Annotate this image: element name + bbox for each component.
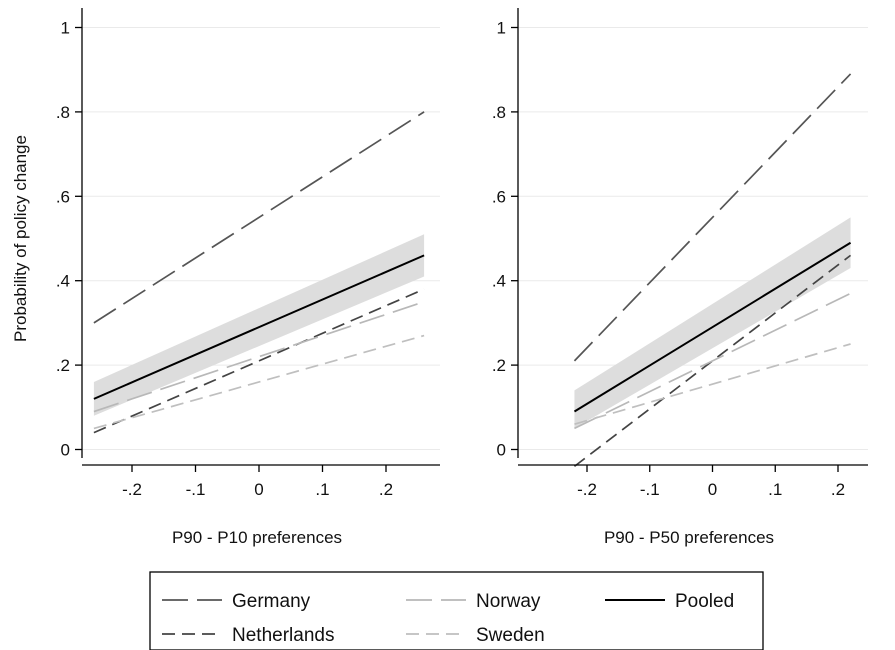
legend-label: Netherlands xyxy=(232,625,334,646)
y-tick-label: .4 xyxy=(492,272,506,291)
left-panel: 0 .2 .4 .6 .8 1 -.2 -.1 0 .1 .2 P90 - P10 preferenc… xyxy=(11,8,440,547)
y-tick-label: .4 xyxy=(56,272,70,291)
series-line-sweden xyxy=(93,334,425,430)
y-tick-label: .6 xyxy=(56,187,70,206)
series-line-norway xyxy=(93,300,425,413)
x-axis-title: P90 - P50 preferences xyxy=(604,528,774,547)
y-axis-title: Probability of policy change xyxy=(11,135,30,342)
x-tick-label: -.1 xyxy=(640,480,660,499)
series-line-norway xyxy=(574,292,851,430)
y-tick-label: .2 xyxy=(492,356,506,375)
y-tick-label: 1 xyxy=(497,19,506,38)
series-line-germany xyxy=(573,73,852,362)
legend-label: Sweden xyxy=(476,625,545,646)
y-tick-label: .2 xyxy=(56,356,70,375)
x-tick-label: 0 xyxy=(254,480,263,499)
confidence-band-pooled xyxy=(574,217,851,429)
x-axis-title: P90 - P10 preferences xyxy=(172,528,342,547)
y-tick-label: .8 xyxy=(492,103,506,122)
x-tick-label: .1 xyxy=(768,480,782,499)
legend-item-pooled: Pooled xyxy=(605,591,734,612)
legend-label: Norway xyxy=(476,591,541,612)
x-tick-label: 0 xyxy=(708,480,717,499)
series-line-netherlands xyxy=(573,254,852,468)
legend-label: Pooled xyxy=(675,591,734,612)
x-tick-label: .2 xyxy=(831,480,845,499)
y-tick-label: 0 xyxy=(61,441,70,460)
right-panel: 0 .2 .4 .6 .8 1 -.2 -.1 0 .1 .2 P90 - P50 preferenc… xyxy=(492,8,868,547)
x-tick-label: .1 xyxy=(315,480,329,499)
x-tick-label: -.2 xyxy=(577,480,597,499)
series-line-sweden xyxy=(574,343,851,425)
y-tick-label: .6 xyxy=(492,187,506,206)
series-line-pooled xyxy=(93,254,425,400)
legend: Germany Norway Pooled Netherlands Sweden xyxy=(149,571,764,650)
x-tick-label: .2 xyxy=(379,480,393,499)
series-line-netherlands xyxy=(93,288,425,434)
series-line-germany xyxy=(93,111,425,324)
legend-item-sweden: Sweden xyxy=(406,625,545,646)
x-tick-label: -.1 xyxy=(186,480,206,499)
legend-label: Germany xyxy=(232,591,311,612)
legend-item-netherlands: Netherlands xyxy=(162,625,334,646)
confidence-band-pooled xyxy=(93,234,425,416)
legend-item-germany: Germany xyxy=(162,591,311,612)
y-tick-label: .8 xyxy=(56,103,70,122)
legend-item-norway: Norway xyxy=(406,591,541,612)
series-line-pooled xyxy=(573,241,852,413)
y-tick-label: 1 xyxy=(61,19,70,38)
legend-box xyxy=(149,571,764,650)
y-tick-label: 0 xyxy=(497,441,506,460)
x-tick-label: -.2 xyxy=(122,480,142,499)
